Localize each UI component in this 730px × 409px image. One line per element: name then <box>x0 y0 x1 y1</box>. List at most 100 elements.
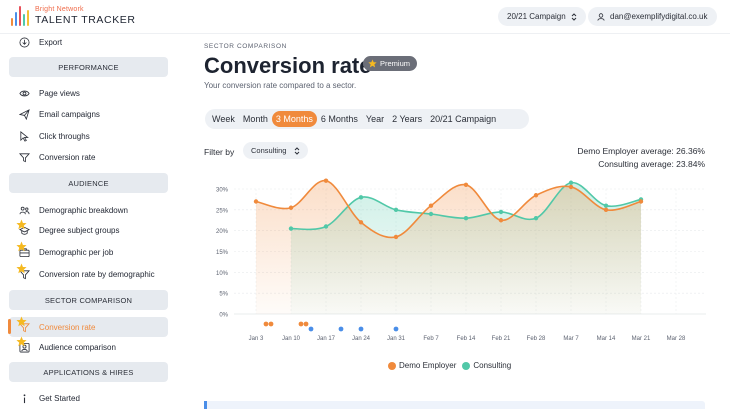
section-performance: PERFORMANCE <box>9 57 168 77</box>
range-tab-3-months[interactable]: 3 Months <box>271 111 317 127</box>
range-tab-year[interactable]: Year <box>365 114 385 124</box>
premium-badge-label: Premium <box>380 59 411 68</box>
range-tab-2-years[interactable]: 2 Years <box>392 114 423 124</box>
employer-point <box>428 203 434 208</box>
range-tab-month[interactable]: Month <box>242 114 268 124</box>
top-bar: Bright Network TALENT TRACKER 20/21 Camp… <box>0 0 730 34</box>
legend-swatch-sector <box>462 361 471 370</box>
employer-average: Demo Employer average: 26.36% <box>577 146 705 156</box>
sector-filter-value: Consulting <box>251 146 287 155</box>
star-icon <box>368 59 377 68</box>
x-tick-label: Feb 21 <box>492 336 511 342</box>
sidebar-item-page-views[interactable]: Page views <box>18 86 80 100</box>
cursor-icon <box>18 130 31 142</box>
funnel-icon <box>16 263 31 280</box>
info-panel <box>204 401 705 409</box>
sidebar-active-indicator <box>8 319 11 334</box>
sidebar-item-label: Email campaigns <box>39 109 100 119</box>
section-eyebrow: SECTOR COMPARISON <box>204 43 287 50</box>
y-tick-label: 0% <box>219 313 228 319</box>
event-marker-blue <box>308 326 314 332</box>
x-tick-label: Feb 14 <box>457 336 476 342</box>
sidebar-item-email-campaigns[interactable]: Email campaigns <box>18 107 100 121</box>
y-tick-label: 20% <box>216 229 229 235</box>
sector-filter-select[interactable]: Consulting <box>243 142 309 159</box>
product-name: TALENT TRACKER <box>35 14 136 27</box>
range-tab-campaign[interactable]: 20/21 Campaign <box>430 114 497 124</box>
range-tab-week[interactable]: Week <box>212 114 235 124</box>
sidebar-item-click-throughs[interactable]: Click throughs <box>18 129 90 143</box>
consulting-point <box>393 207 399 213</box>
premium-star-icon <box>16 263 27 274</box>
sidebar-item-conversion-rate[interactable]: Conversion rate <box>18 150 95 164</box>
sidebar-item-conversion-rate-by-demographic[interactable]: Conversion rate by demographic <box>16 263 155 281</box>
conversion-rate-chart: 0% 5% 10% 15% 20% 25% 30% Jan 3 Jan 10 Jan 17 Jan … <box>216 178 706 342</box>
employer-point <box>638 199 644 204</box>
x-tick-label: Feb 28 <box>527 336 546 342</box>
employer-point <box>498 218 504 223</box>
sidebar-item-label: Export <box>39 37 63 47</box>
legend-item-employer[interactable]: Demo Employer <box>388 361 456 370</box>
brand-logo[interactable]: Bright Network TALENT TRACKER <box>11 6 136 26</box>
legend-swatch-employer <box>388 361 396 370</box>
sidebar-item-label: Page views <box>39 88 80 98</box>
page-title: Conversion rate <box>204 53 372 78</box>
sidebar-item-label: Conversion rate by demographic <box>39 269 155 279</box>
sidebar-item-sector-conversion-rate[interactable]: Conversion rate <box>16 316 96 334</box>
event-marker-blue <box>358 326 364 332</box>
brand-name: Bright Network <box>35 6 84 14</box>
range-tab-6-months[interactable]: 6 Months <box>320 114 358 124</box>
sidebar-item-audience-comparison[interactable]: Audience comparison <box>16 336 116 354</box>
funnel-icon <box>18 151 31 163</box>
premium-star-icon <box>16 316 27 327</box>
x-tick-label: Mar 28 <box>667 336 686 342</box>
consulting-point <box>358 195 364 200</box>
premium-star-icon <box>16 336 27 347</box>
y-tick-label: 5% <box>219 292 228 298</box>
x-tick-label: Mar 7 <box>563 336 579 342</box>
funnel-icon <box>16 316 31 333</box>
updown-chevron-icon <box>571 12 577 21</box>
campaign-select[interactable]: 20/21 Campaign <box>498 7 586 26</box>
employer-point <box>323 178 329 183</box>
campaign-select-label: 20/21 Campaign <box>507 12 566 21</box>
sidebar-item-export[interactable]: Export <box>18 35 62 49</box>
event-marker-blue <box>338 326 344 332</box>
x-tick-label: Jan 17 <box>317 336 336 342</box>
sidebar-active-highlight <box>9 317 168 337</box>
event-marker-orange <box>263 321 269 327</box>
sidebar-item-label: Get Started <box>39 393 80 403</box>
sidebar-item-demographic-per-job[interactable]: Demographic per job <box>16 241 113 259</box>
employer-point <box>358 220 364 225</box>
sidebar-item-demographic-breakdown[interactable]: Demographic breakdown <box>18 203 128 217</box>
people-icon <box>18 204 31 216</box>
briefcase-icon <box>16 241 31 258</box>
sidebar-item-get-started[interactable]: Get Started <box>18 391 80 405</box>
premium-star-icon <box>16 241 27 252</box>
employer-point <box>463 182 469 188</box>
consulting-point <box>533 215 539 221</box>
sidebar-item-label: Conversion rate <box>39 322 96 332</box>
x-tick-label: Mar 21 <box>632 336 651 342</box>
sector-average: Consulting average: 23.84% <box>598 159 705 169</box>
eye-icon <box>18 87 31 99</box>
x-tick-label: Jan 3 <box>249 336 264 342</box>
legend-item-sector[interactable]: Consulting <box>462 361 511 370</box>
chart-legend: Demo Employer Consulting <box>388 361 511 370</box>
send-icon <box>18 108 31 120</box>
sidebar-item-label: Audience comparison <box>39 342 116 352</box>
x-tick-label: Jan 31 <box>387 336 406 342</box>
event-marker-blue <box>393 326 399 332</box>
user-menu[interactable]: dan@exemplifydigital.co.uk <box>588 7 717 26</box>
employer-point <box>533 193 539 198</box>
x-tick-label: Jan 24 <box>352 336 371 342</box>
updown-chevron-icon <box>295 146 300 155</box>
sidebar-item-label: Degree subject groups <box>39 225 120 235</box>
y-tick-label: 10% <box>216 271 229 277</box>
sidebar-item-label: Click throughs <box>39 131 90 141</box>
consulting-point <box>428 211 434 217</box>
sidebar-item-degree-subject-groups[interactable]: Degree subject groups <box>16 219 120 237</box>
user-icon <box>597 12 605 21</box>
legend-label-sector: Consulting <box>473 361 512 370</box>
employer-point <box>568 184 574 190</box>
